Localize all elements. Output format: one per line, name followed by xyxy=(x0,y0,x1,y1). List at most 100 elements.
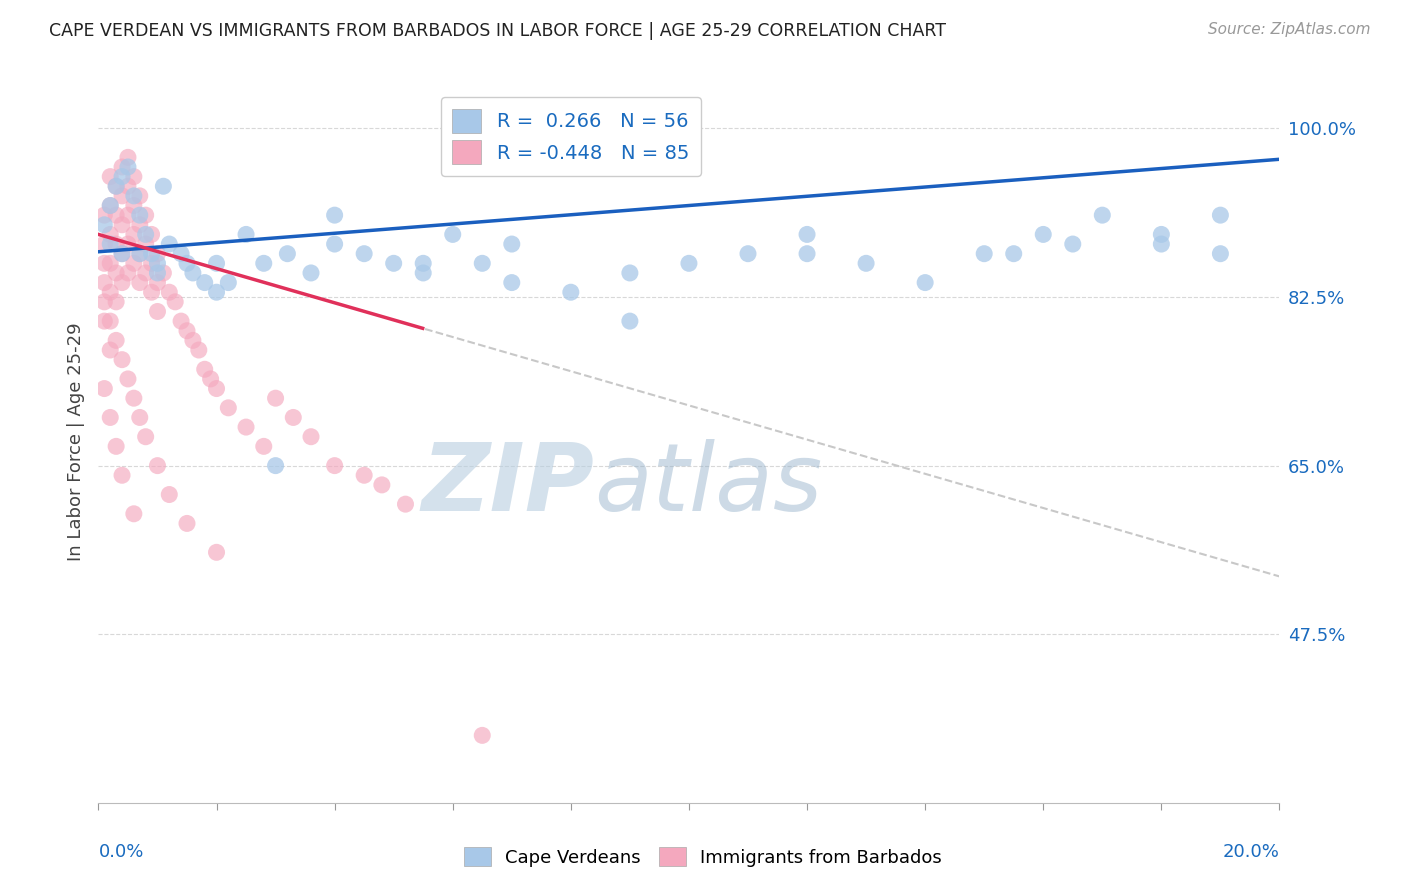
Point xyxy=(93,218,115,232)
Point xyxy=(205,256,228,270)
Point xyxy=(412,256,434,270)
Point xyxy=(619,314,641,328)
Text: CAPE VERDEAN VS IMMIGRANTS FROM BARBADOS IN LABOR FORCE | AGE 25-29 CORRELATION : CAPE VERDEAN VS IMMIGRANTS FROM BARBADOS… xyxy=(49,22,946,40)
Point xyxy=(146,266,169,280)
Point xyxy=(264,458,287,473)
Point xyxy=(152,266,174,280)
Point xyxy=(394,497,416,511)
Point xyxy=(412,266,434,280)
Point xyxy=(93,208,115,222)
Text: Source: ZipAtlas.com: Source: ZipAtlas.com xyxy=(1208,22,1371,37)
Point xyxy=(105,179,128,194)
Point xyxy=(200,372,222,386)
Point xyxy=(111,352,134,367)
Point xyxy=(323,458,346,473)
Point xyxy=(205,545,228,559)
Point xyxy=(181,334,204,348)
Point xyxy=(98,285,121,300)
Point xyxy=(796,227,818,242)
Point xyxy=(205,382,228,396)
Point xyxy=(501,276,523,290)
Point xyxy=(170,314,193,328)
Legend: Cape Verdeans, Immigrants from Barbados: Cape Verdeans, Immigrants from Barbados xyxy=(457,840,949,874)
Point xyxy=(117,150,139,164)
Point xyxy=(111,218,134,232)
Point xyxy=(117,237,139,252)
Point xyxy=(678,256,700,270)
Point xyxy=(135,430,157,444)
Point xyxy=(93,382,115,396)
Point xyxy=(141,256,163,270)
Point xyxy=(146,458,169,473)
Text: 20.0%: 20.0% xyxy=(1223,843,1279,862)
Point xyxy=(128,218,150,232)
Point xyxy=(471,256,494,270)
Point xyxy=(122,391,145,405)
Point xyxy=(111,468,134,483)
Point xyxy=(128,189,150,203)
Point xyxy=(146,276,169,290)
Point xyxy=(157,285,180,300)
Point xyxy=(93,294,115,309)
Point xyxy=(619,266,641,280)
Point xyxy=(135,227,157,242)
Point xyxy=(135,266,157,280)
Point xyxy=(93,237,115,252)
Point xyxy=(98,343,121,357)
Text: ZIP: ZIP xyxy=(422,439,595,531)
Point xyxy=(299,430,322,444)
Point xyxy=(117,179,139,194)
Point xyxy=(170,246,193,260)
Point xyxy=(181,266,204,280)
Point xyxy=(117,160,139,174)
Point xyxy=(253,256,276,270)
Legend: R =  0.266   N = 56, R = -0.448   N = 85: R = 0.266 N = 56, R = -0.448 N = 85 xyxy=(440,97,702,176)
Text: 0.0%: 0.0% xyxy=(98,843,143,862)
Point xyxy=(93,276,115,290)
Point xyxy=(855,256,877,270)
Point xyxy=(353,246,375,260)
Text: atlas: atlas xyxy=(595,440,823,531)
Point xyxy=(501,237,523,252)
Point xyxy=(146,246,169,260)
Point xyxy=(117,372,139,386)
Point xyxy=(122,169,145,184)
Point xyxy=(157,237,180,252)
Point xyxy=(1209,246,1232,260)
Point xyxy=(128,276,150,290)
Point xyxy=(194,276,217,290)
Point xyxy=(796,246,818,260)
Point xyxy=(187,343,209,357)
Point xyxy=(105,237,128,252)
Point xyxy=(1150,227,1173,242)
Point xyxy=(146,304,169,318)
Point xyxy=(122,198,145,212)
Point xyxy=(441,227,464,242)
Point xyxy=(323,237,346,252)
Point xyxy=(471,728,494,742)
Point xyxy=(1150,237,1173,252)
Point xyxy=(105,439,128,453)
Point xyxy=(217,401,239,415)
Point xyxy=(98,169,121,184)
Point xyxy=(111,160,134,174)
Point xyxy=(914,276,936,290)
Point xyxy=(253,439,276,453)
Point xyxy=(141,227,163,242)
Point xyxy=(105,179,128,194)
Point xyxy=(105,208,128,222)
Point xyxy=(1002,246,1025,260)
Point xyxy=(98,227,121,242)
Point xyxy=(98,198,121,212)
Point xyxy=(135,237,157,252)
Point xyxy=(128,246,150,260)
Point xyxy=(299,266,322,280)
Point xyxy=(111,189,134,203)
Point xyxy=(1032,227,1054,242)
Point xyxy=(117,208,139,222)
Point xyxy=(323,208,346,222)
Point xyxy=(98,256,121,270)
Point xyxy=(98,410,121,425)
Point xyxy=(105,294,128,309)
Point xyxy=(135,208,157,222)
